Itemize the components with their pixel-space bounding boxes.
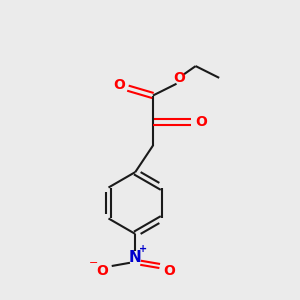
Text: O: O [113,78,125,92]
Text: −: − [88,258,98,268]
Text: O: O [163,264,175,278]
Text: O: O [196,115,208,129]
Text: O: O [96,264,108,278]
Text: O: O [173,71,185,85]
Text: N: N [129,250,142,265]
Text: +: + [140,244,148,254]
